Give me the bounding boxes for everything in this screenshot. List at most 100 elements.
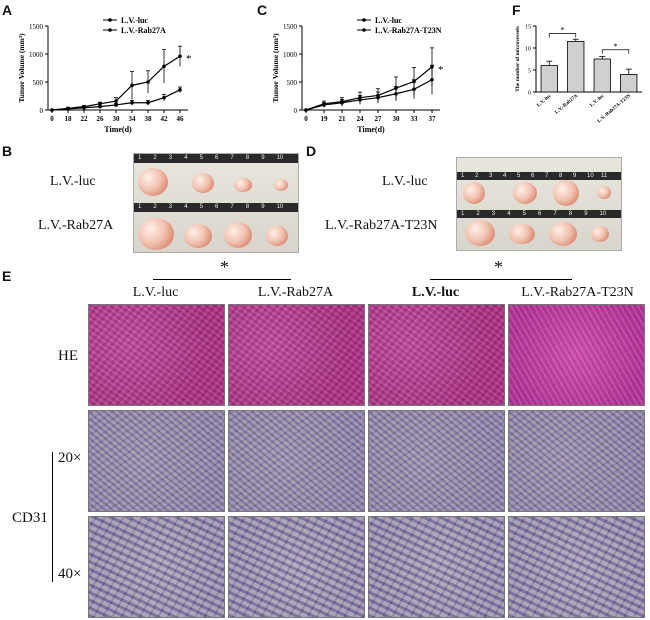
tumor: [463, 182, 485, 204]
data-point: [114, 103, 118, 107]
x-tick-label: 18: [65, 115, 73, 123]
x-tick-label: 33: [411, 115, 419, 123]
data-point: [430, 65, 434, 69]
data-point: [376, 93, 380, 98]
cd31-bracket: [52, 452, 53, 582]
ruler-b-middle: 1 2 3 4 5 6 7 8 9 10: [134, 203, 298, 212]
tumor: [184, 224, 212, 248]
data-point: [358, 95, 362, 100]
panel-b-label-luc: L.V.-luc: [50, 174, 96, 189]
legend-marker: [362, 28, 366, 32]
column-header-rab27a: L.V.-Rab27A: [257, 285, 334, 300]
ruler-number: 9: [584, 211, 588, 217]
ruler-number: 6: [538, 211, 542, 217]
ruler-number: 2: [153, 204, 157, 210]
x-tick-label: 0: [50, 115, 54, 123]
category-label: L.V.-luc: [589, 93, 606, 108]
ruler-number: 2: [475, 173, 479, 179]
ruler-number: 1: [461, 211, 465, 217]
micrograph-cd31-20x-t23n: [508, 410, 645, 512]
x-tick-label: 21: [339, 115, 347, 123]
panel-label-a: A: [2, 2, 13, 18]
ruler-number: 7: [553, 211, 557, 217]
x-tick-label: 38: [145, 115, 153, 123]
x-tick-label: 27: [375, 115, 383, 123]
data-point: [146, 80, 150, 84]
ruler-number: 6: [531, 173, 535, 179]
legend-label-2: L.V.-Rab27A-T23N: [375, 26, 442, 35]
tumor: [591, 226, 609, 242]
ruler-number: 10: [276, 155, 284, 161]
ruler-number: 6: [215, 155, 219, 161]
y-tick-label: 1000: [29, 51, 44, 59]
chart-f-microvessels: 0 5 10 15 The number of microvessels L.V.-luc…: [515, 25, 642, 124]
y-axis-label: Tumor Volume (mm³): [17, 33, 26, 103]
tumor: [138, 218, 174, 250]
panel-label-d: D: [306, 143, 317, 159]
x-tick-label: 30: [113, 115, 121, 123]
legend-label-2: L.V.-Rab27A: [121, 26, 166, 35]
x-tick-label: 26: [97, 115, 105, 123]
ruler-number: 2: [153, 155, 157, 161]
y-tick-label: 0: [294, 107, 298, 115]
data-point: [130, 100, 134, 105]
ruler-number: 4: [507, 211, 511, 217]
micrograph-he-t23n: [508, 304, 645, 406]
ruler-number: 3: [489, 173, 493, 179]
panel-label-f: F: [512, 2, 521, 18]
y-axis-label: Tumor Volume (mm³): [271, 33, 280, 103]
data-point: [394, 86, 398, 90]
tumor: [553, 180, 579, 206]
x-tick-label: 22: [81, 115, 89, 123]
category-label: L.V.-luc: [536, 93, 553, 108]
data-point: [162, 95, 166, 100]
data-point: [178, 88, 182, 92]
ruler-number: 1: [138, 204, 142, 210]
tumor: [549, 222, 577, 246]
series-line-2: [305, 66, 433, 111]
data-point: [162, 64, 166, 69]
y-tick-label: 0: [528, 91, 531, 97]
ruler-number: 4: [503, 173, 507, 179]
ruler-number: 9: [261, 155, 265, 161]
ruler-d-middle: 1 2 3 4 5 6 7 8 9 10: [457, 210, 621, 218]
ruler-number: 8: [568, 211, 573, 217]
row-label-20x: 20×: [58, 450, 82, 466]
tumor: [138, 168, 168, 196]
bar: [593, 58, 611, 93]
ruler-number: 5: [522, 211, 526, 217]
row-label-40x: 40×: [58, 566, 82, 582]
data-point: [412, 79, 416, 84]
significance-star: *: [561, 25, 565, 34]
legend-marker: [362, 18, 366, 22]
panel-label-c: C: [257, 2, 268, 18]
category-label: L.V.-Rab27A: [554, 93, 579, 115]
tumor: [234, 178, 252, 192]
micrograph-cd31-20x-rab27a: [228, 410, 365, 512]
bar: [567, 41, 585, 93]
micrograph-he-rab27a: [228, 304, 365, 406]
y-tick-label: 1500: [283, 23, 298, 31]
tumor: [266, 226, 288, 246]
panel-d-tumor-photo: 1 2 3 4 5 6 7 8 9 10 11 1 2 3 4 5 6 7 8 9 10: [456, 157, 622, 251]
column-header-luc-2: L.V.-luc: [411, 285, 460, 300]
significance-star-right: *: [494, 257, 503, 277]
ruler-number: 5: [199, 155, 203, 161]
column-header-t23n: L.V.-Rab27A-T23N: [521, 285, 634, 300]
ruler-number: 5: [517, 173, 521, 179]
tumor: [274, 179, 288, 191]
ruler-number: 10: [587, 173, 594, 179]
significance-bracket: [548, 33, 577, 38]
ruler-number: 3: [168, 155, 173, 161]
tumor: [465, 220, 495, 246]
y-tick-label: 5: [528, 69, 531, 75]
data-point: [114, 99, 118, 103]
tumor: [192, 173, 214, 193]
significance-star-left: *: [220, 257, 229, 277]
x-tick-label: 0: [304, 115, 308, 123]
significance-star: *: [614, 42, 618, 51]
ruler-d-top: 1 2 3 4 5 6 7 8 9 10 11: [457, 172, 621, 180]
ruler-number: 5: [199, 204, 203, 210]
ruler-number: 4: [184, 204, 188, 210]
row-label-cd31: CD31: [12, 510, 48, 526]
